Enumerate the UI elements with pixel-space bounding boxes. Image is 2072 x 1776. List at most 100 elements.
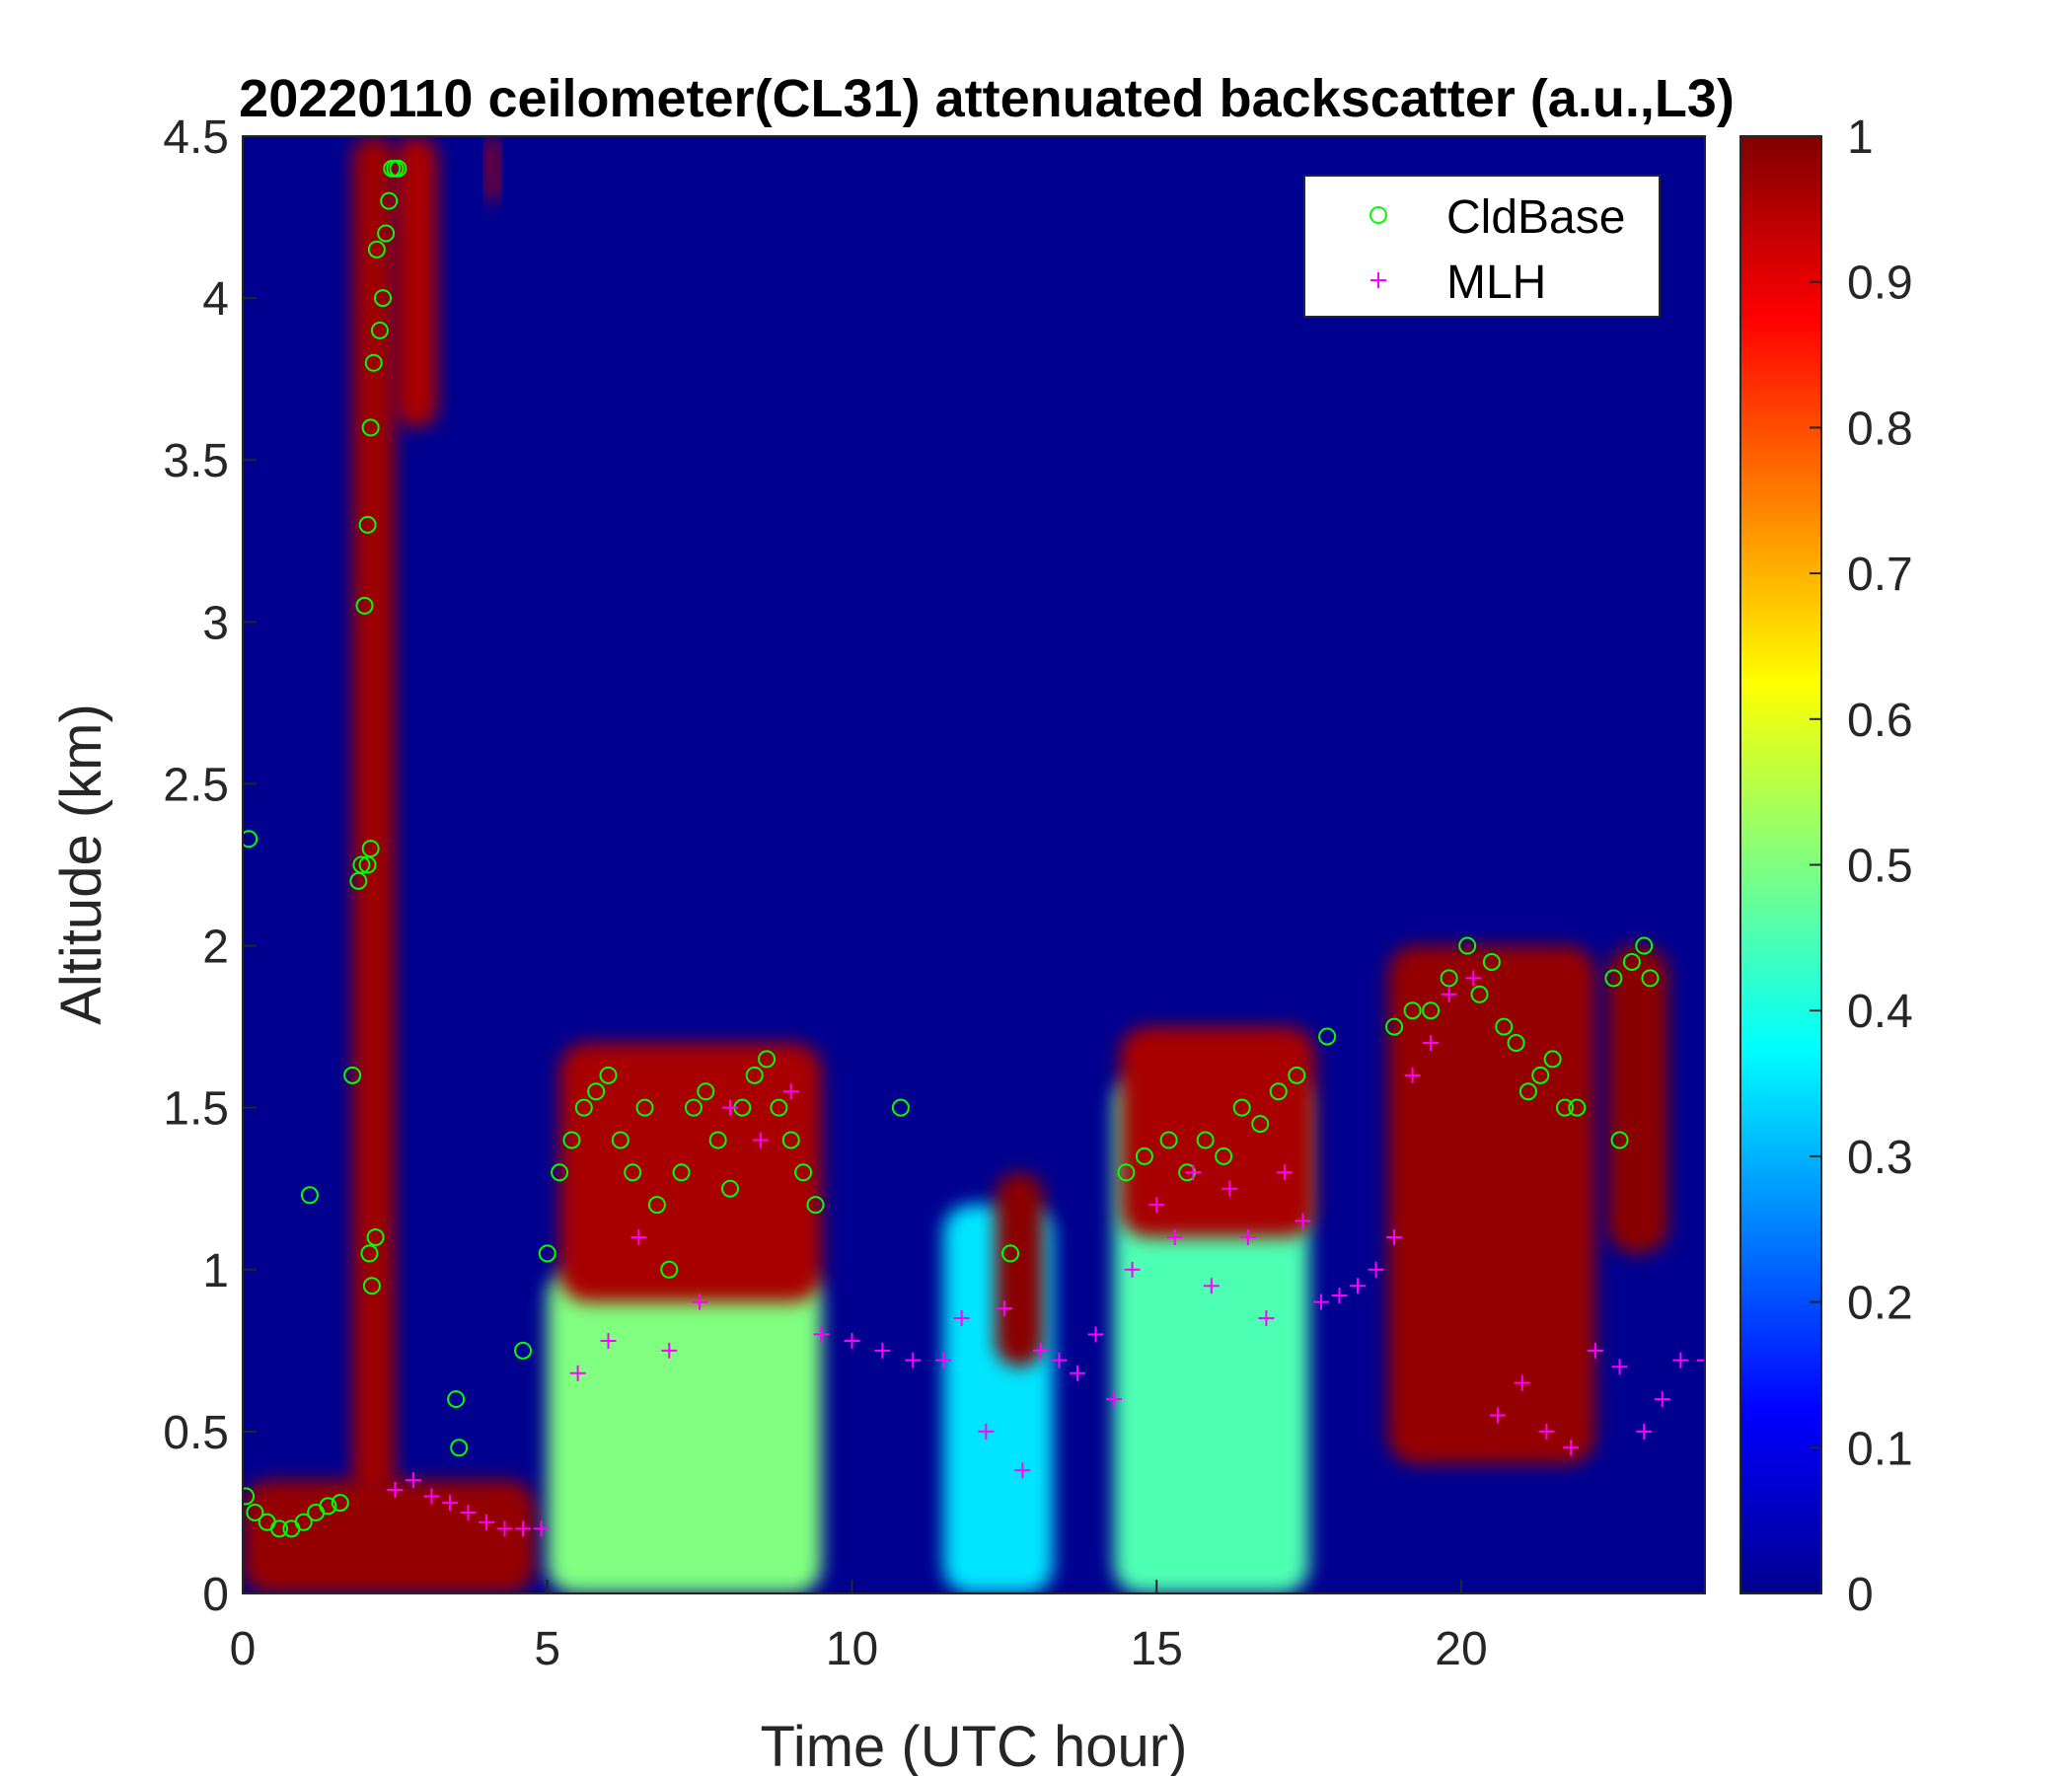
cldbase-point xyxy=(672,1163,691,1182)
cldbase-point xyxy=(1518,1082,1537,1101)
cldbase-point xyxy=(319,1497,337,1516)
cldbase-point xyxy=(599,1066,618,1084)
cldbase-point xyxy=(300,1186,319,1205)
backscatter-region-1 xyxy=(352,136,396,1497)
backscatter-region-0 xyxy=(243,1480,536,1593)
cldbase-point xyxy=(1568,1098,1587,1117)
mlh-point xyxy=(387,1481,404,1498)
mlh-point xyxy=(692,1294,708,1310)
cldbase-point xyxy=(721,1179,739,1198)
backscatter-region-9 xyxy=(1120,1026,1315,1237)
cldbase-point xyxy=(635,1098,654,1117)
cldbase-point xyxy=(1001,1244,1020,1263)
cldbase-point xyxy=(343,1066,362,1084)
mlh-point xyxy=(752,1132,769,1148)
mlh-point xyxy=(1185,1164,1202,1181)
y-tick-label: 0.5 xyxy=(163,1407,229,1459)
chart-title: 20220110 ceilometer(CL31) attenuated bac… xyxy=(239,69,1735,128)
colorbar-tick-label: 0.1 xyxy=(1847,1423,1913,1475)
mlh-point xyxy=(1069,1365,1085,1381)
colorbar-tick-label: 0.7 xyxy=(1847,549,1913,601)
mlh-point xyxy=(782,1083,799,1100)
cldbase-point xyxy=(1422,1001,1441,1020)
mlh-point xyxy=(722,1099,738,1116)
mlh-point xyxy=(1014,1462,1031,1479)
mlh-point xyxy=(1258,1310,1275,1327)
cldbase-point xyxy=(1482,952,1501,971)
cldbase-point xyxy=(514,1341,533,1360)
mlh-point xyxy=(1221,1180,1238,1197)
mlh-point xyxy=(1611,1359,1628,1375)
cldbase-point xyxy=(1610,1131,1629,1149)
cldbase-point xyxy=(1543,1050,1562,1069)
cldbase-point xyxy=(1159,1131,1178,1149)
colorbar: 0 0.1 0.2 0.3 0.4 0.5 0.6 0.7 0.8 0.9 1 xyxy=(1739,111,1913,1621)
backscatter-region-5 xyxy=(559,1043,822,1302)
cldbase-point xyxy=(562,1131,581,1149)
mlh-point xyxy=(569,1365,586,1381)
colorbar-tick-label: 0.6 xyxy=(1847,695,1913,747)
y-tick-label: 1.5 xyxy=(163,1083,229,1136)
y-tick-label: 1 xyxy=(202,1245,229,1297)
cldbase-point xyxy=(360,1244,379,1263)
cldbase-point xyxy=(1604,969,1623,988)
cldbase-point xyxy=(781,1131,800,1149)
cldbase-point xyxy=(243,1487,256,1506)
mlh-point xyxy=(1587,1342,1603,1359)
colorbar-tick-label: 1 xyxy=(1847,111,1874,164)
mlh-point xyxy=(905,1352,922,1369)
cldbase-point xyxy=(1385,1017,1404,1036)
cldbase-point xyxy=(624,1163,642,1182)
mlh-point xyxy=(1441,986,1457,1002)
y-tick-label: 4 xyxy=(202,273,229,326)
colorbar-tick-label: 0.4 xyxy=(1847,986,1913,1038)
mlh-point xyxy=(661,1342,678,1359)
cldbase-point xyxy=(708,1131,727,1149)
cldbase-point xyxy=(355,596,374,615)
mlh-point xyxy=(1654,1391,1670,1408)
cldbase-point xyxy=(450,1439,469,1457)
legend-cldbase-label: CldBase xyxy=(1446,191,1625,244)
cldbase-point xyxy=(758,1050,777,1069)
x-tick-label: 5 xyxy=(534,1623,560,1675)
cldbase-point xyxy=(1232,1098,1251,1117)
cldbase-point xyxy=(794,1163,813,1182)
mlh-point xyxy=(813,1326,830,1343)
cldbase-point xyxy=(243,830,259,849)
cldbase-point xyxy=(1288,1066,1306,1084)
cldbase-point xyxy=(362,1277,381,1295)
cldbase-point xyxy=(1622,952,1641,971)
legend-box xyxy=(1303,175,1661,318)
cldbase-point xyxy=(1555,1098,1574,1117)
legend-cldbase-marker xyxy=(1369,206,1387,224)
mlh-point xyxy=(1032,1342,1049,1359)
mlh-point xyxy=(1350,1278,1367,1295)
backscatter-region-11 xyxy=(1607,945,1668,1254)
mlh-point xyxy=(1672,1352,1689,1369)
colorbar-tick-label: 0.9 xyxy=(1847,258,1913,310)
mlh-point xyxy=(1051,1352,1068,1369)
mlh-point xyxy=(1295,1213,1311,1229)
backscatter-region-4 xyxy=(547,1269,822,1593)
mlh-series xyxy=(387,970,1705,1537)
cldbase-point xyxy=(246,1503,264,1521)
cldbase-point xyxy=(770,1098,788,1117)
mlh-point xyxy=(1106,1391,1123,1408)
cldbase-point xyxy=(361,840,380,858)
mlh-point xyxy=(496,1520,513,1537)
cldbase-point xyxy=(380,191,399,210)
cldbase-point xyxy=(1495,1017,1514,1036)
mlh-point xyxy=(423,1488,440,1505)
colorbar-tick-label: 0.2 xyxy=(1847,1278,1913,1330)
colorbar-gradient xyxy=(1739,135,1822,1594)
x-tick-label: 15 xyxy=(1131,1623,1183,1675)
cldbase-point xyxy=(1470,985,1489,1003)
colorbar-tick-label: 0 xyxy=(1847,1569,1874,1621)
mlh-point xyxy=(533,1520,550,1537)
cldbase-point xyxy=(352,855,371,874)
cldbase-point xyxy=(647,1196,666,1215)
mlh-point xyxy=(479,1514,494,1530)
backscatter-region-2 xyxy=(395,136,438,428)
cldbase-point xyxy=(1117,1163,1136,1182)
cldbase-point xyxy=(1531,1066,1550,1084)
